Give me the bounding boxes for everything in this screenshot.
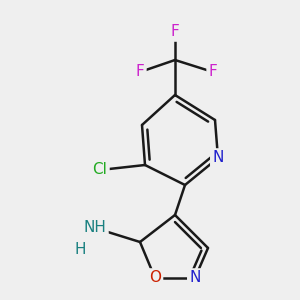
Text: F: F bbox=[171, 25, 179, 40]
Text: Cl: Cl bbox=[93, 163, 107, 178]
Text: O: O bbox=[149, 271, 161, 286]
Text: F: F bbox=[208, 64, 217, 80]
Text: H: H bbox=[74, 242, 86, 257]
Text: NH: NH bbox=[84, 220, 106, 236]
Text: F: F bbox=[136, 64, 144, 80]
Text: N: N bbox=[189, 271, 201, 286]
Text: N: N bbox=[212, 151, 224, 166]
